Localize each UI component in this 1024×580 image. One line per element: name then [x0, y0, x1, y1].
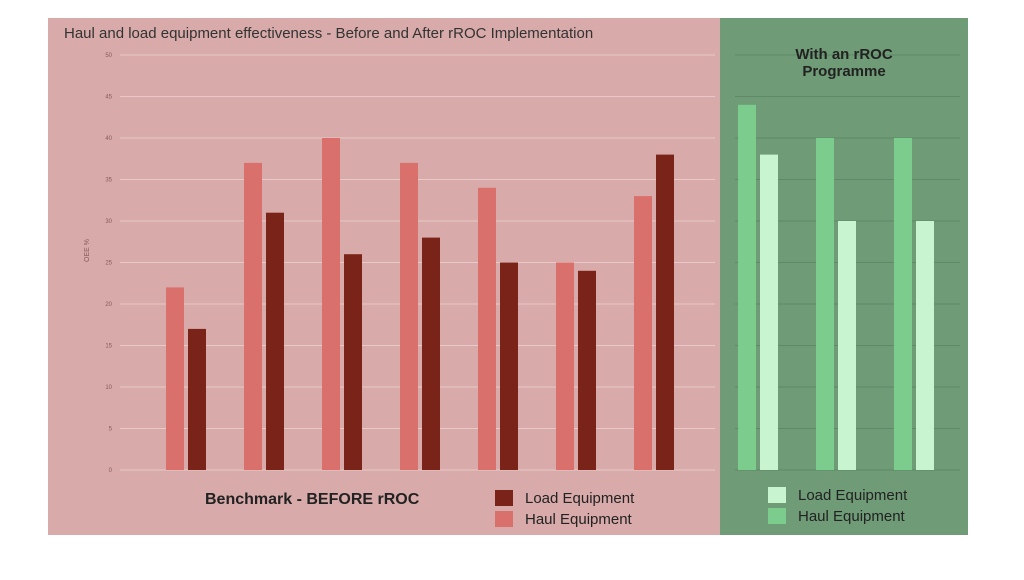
bar	[838, 221, 856, 470]
bar	[656, 154, 674, 470]
bar	[344, 254, 362, 470]
after-plot: Haul Equipment Load Equipment	[735, 54, 960, 525]
bar	[738, 104, 756, 471]
bar	[166, 287, 184, 470]
before-plot: 0 5 10 15 20 25 30 35 40 45 50 Haul Equipment Load E…	[105, 53, 715, 528]
bar	[400, 162, 418, 470]
bar	[556, 262, 574, 470]
legend-swatch	[495, 511, 513, 527]
y-tick-label: 20	[105, 302, 112, 308]
annotation: Benchmark - BEFORE rROC	[205, 491, 420, 508]
y-tick-label: 10	[105, 385, 112, 391]
legend-swatch	[768, 487, 786, 503]
legend-swatch	[495, 490, 513, 506]
bar	[422, 237, 440, 470]
bar	[578, 270, 596, 470]
y-tick-label: 45	[105, 95, 112, 101]
bar	[916, 221, 934, 470]
bar	[322, 138, 340, 470]
legend-label: Haul Equipment	[798, 508, 906, 525]
y-tick-label: 25	[105, 261, 112, 267]
y-tick-label: 50	[105, 53, 112, 59]
legend-label: Load Equipment	[798, 487, 908, 504]
y-tick-label: 40	[105, 136, 112, 142]
chart-title: With an rROC Programme	[795, 46, 893, 80]
y-tick-label: 5	[109, 427, 113, 433]
y-tick-label: 0	[109, 468, 113, 474]
bar	[816, 138, 834, 470]
bar	[188, 328, 206, 470]
bar	[244, 162, 262, 470]
y-axis-label: OEE %	[84, 239, 91, 262]
bar	[634, 196, 652, 470]
bar	[478, 187, 496, 471]
chart-title: Haul and load equipment effectiveness - …	[64, 25, 594, 42]
y-tick-label: 15	[105, 344, 112, 350]
bar	[266, 212, 284, 470]
y-tick-label: 35	[105, 178, 112, 184]
bar	[894, 138, 912, 470]
before-panel	[48, 18, 720, 535]
legend-label: Load Equipment	[525, 490, 635, 507]
legend-label: Haul Equipment	[525, 511, 633, 528]
bar	[500, 262, 518, 470]
y-tick-label: 30	[105, 219, 112, 225]
legend-swatch	[768, 508, 786, 524]
bar	[760, 154, 778, 470]
